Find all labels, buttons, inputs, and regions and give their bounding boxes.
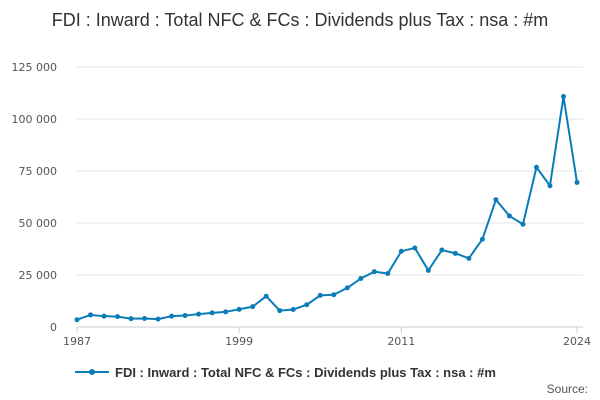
chart-title: FDI : Inward : Total NFC & FCs : Dividen… — [51, 10, 549, 30]
y-tick-label: 125 000 — [12, 61, 58, 74]
x-tick-label: 1987 — [63, 335, 91, 348]
data-point[interactable] — [466, 255, 472, 261]
x-tick-label: 2011 — [387, 335, 415, 348]
data-point[interactable] — [317, 292, 323, 298]
axes: 0 25 000 50 000 75 000 100 000 125 000 1987 199… — [12, 61, 592, 348]
data-point[interactable] — [115, 314, 121, 320]
data-point[interactable] — [547, 183, 553, 189]
data-point[interactable] — [169, 313, 175, 319]
data-point[interactable] — [290, 307, 296, 313]
series-layer — [74, 94, 580, 323]
legend-swatch — [75, 364, 109, 380]
data-point[interactable] — [398, 248, 404, 254]
data-point[interactable] — [277, 308, 283, 314]
x-tick-label: 1999 — [225, 335, 253, 348]
data-point[interactable] — [128, 316, 134, 322]
data-point[interactable] — [560, 94, 566, 100]
data-point[interactable] — [479, 236, 485, 242]
data-point[interactable] — [331, 292, 337, 298]
data-point[interactable] — [385, 271, 391, 277]
data-point[interactable] — [520, 221, 526, 227]
data-point[interactable] — [209, 310, 215, 316]
data-point[interactable] — [425, 267, 431, 273]
data-point[interactable] — [439, 247, 445, 253]
data-point[interactable] — [74, 317, 80, 323]
data-point[interactable] — [304, 302, 310, 308]
data-point[interactable] — [452, 250, 458, 256]
data-point[interactable] — [155, 316, 161, 322]
data-point[interactable] — [574, 179, 580, 185]
legend[interactable]: FDI : Inward : Total NFC & FCs : Dividen… — [75, 364, 496, 380]
data-point[interactable] — [223, 309, 229, 315]
y-tick-label: 0 — [50, 321, 57, 334]
x-tick-label: 2024 — [563, 335, 591, 348]
data-point[interactable] — [182, 313, 188, 319]
data-point[interactable] — [493, 197, 499, 203]
data-point[interactable] — [88, 312, 94, 318]
y-tick-label: 75 000 — [19, 165, 58, 178]
data-point[interactable] — [142, 315, 148, 321]
data-point[interactable] — [263, 293, 269, 299]
data-point[interactable] — [371, 269, 377, 275]
gridlines — [77, 66, 583, 328]
source-label: Source: — [546, 382, 588, 396]
data-point[interactable] — [533, 164, 539, 170]
data-point[interactable] — [236, 306, 242, 312]
series-line — [76, 95, 578, 321]
data-point[interactable] — [250, 304, 256, 310]
y-tick-label: 25 000 — [19, 269, 58, 282]
data-point[interactable] — [358, 276, 364, 282]
data-point[interactable] — [506, 213, 512, 219]
data-point[interactable] — [101, 313, 107, 319]
data-point[interactable] — [196, 311, 202, 317]
data-point[interactable] — [344, 285, 350, 291]
data-point[interactable] — [412, 245, 418, 251]
y-tick-label: 50 000 — [19, 217, 58, 230]
legend-label: FDI : Inward : Total NFC & FCs : Dividen… — [115, 364, 496, 380]
y-tick-label: 100 000 — [12, 113, 58, 126]
